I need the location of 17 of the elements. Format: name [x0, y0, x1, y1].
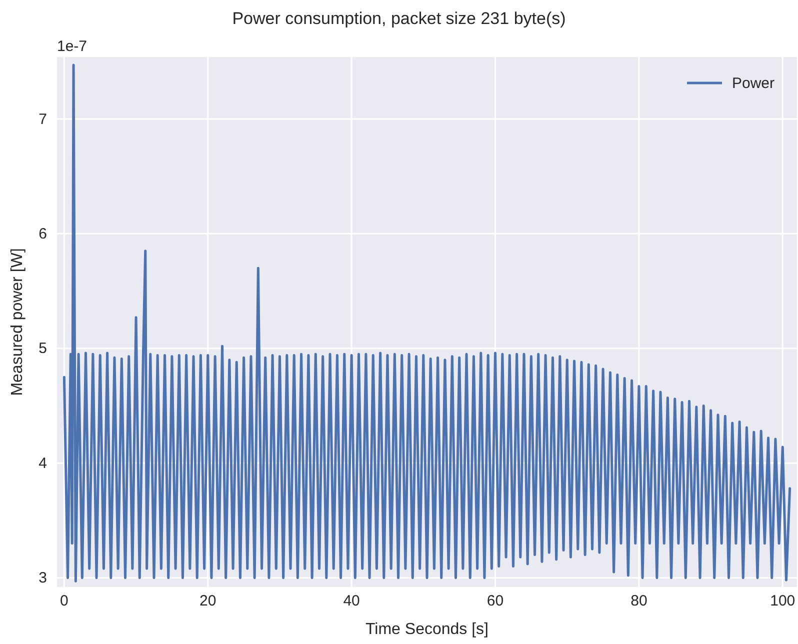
y-tick-label: 6 [38, 225, 47, 242]
text: 1e-7 [57, 38, 88, 55]
y-axis-title: Measured power [W] [9, 248, 26, 396]
chart-title: Power consumption, packet size 231 byte(s) [232, 9, 566, 28]
y-tick-label: 5 [38, 340, 47, 358]
x-tick-label: 20 [200, 592, 216, 610]
line-series [62, 64, 792, 583]
legend-label: Power [732, 75, 775, 92]
x-tick-label: 40 [343, 592, 360, 610]
x-axis-title: Time Seconds [s] [365, 621, 489, 638]
y-tick-label: 7 [38, 110, 47, 128]
x-tick-label: 0 [60, 592, 68, 610]
x-tick-label: 60 [486, 592, 504, 610]
x-tick-label: 80 [630, 592, 648, 610]
x-tick-label: 100 [770, 592, 796, 610]
y-tick-label: 4 [38, 454, 47, 472]
y-tick-label: 3 [38, 570, 47, 587]
